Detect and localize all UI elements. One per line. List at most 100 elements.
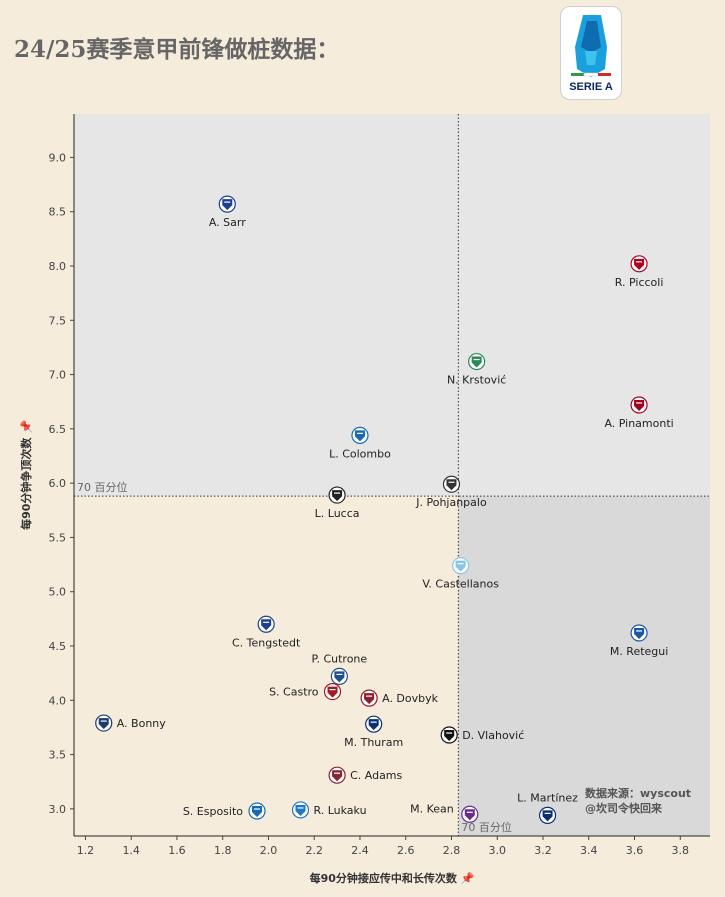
logo-text: SERIE A xyxy=(569,81,613,93)
x-tick-label: 3.8 xyxy=(672,844,690,857)
player-label: M. Thuram xyxy=(344,736,403,749)
source-line-2: @坎司令快回来 xyxy=(585,802,662,815)
x-tick-label: 3.4 xyxy=(580,844,598,857)
y-tick-label: 8.5 xyxy=(49,206,67,219)
y-tick-label: 6.5 xyxy=(49,423,67,436)
x-axis-title: 每90分钟接应传中和长传次数 📌 xyxy=(310,871,475,885)
player-point: R. Lukaku xyxy=(291,801,367,819)
player-label: A. Pinamonti xyxy=(604,417,673,430)
axes: 70 百分位 70 百分位 1.2 1.4 1.6 1.8 2.0 2.2 2.4 2.6 2.8 3… xyxy=(19,114,710,885)
y-tick-label: 9.0 xyxy=(49,151,67,164)
player-label: A. Dovbyk xyxy=(382,692,439,705)
player-point: M. Kean xyxy=(410,802,479,823)
player-point: P. Cutrone xyxy=(312,652,368,686)
player-point: J. Pohjanpalo xyxy=(415,475,487,509)
player-label: V. Castellanos xyxy=(422,578,499,591)
player-label: L. Lucca xyxy=(315,507,360,520)
player-point: C. Tengstedt xyxy=(232,615,301,649)
genoa-icon xyxy=(630,396,648,414)
x-tick-label: 2.4 xyxy=(351,844,369,857)
player-point: L. Martínez xyxy=(517,791,578,824)
parma-icon xyxy=(95,714,113,732)
player-label: P. Cutrone xyxy=(312,652,368,665)
lecce-icon xyxy=(468,352,486,371)
x-tick-label: 1.6 xyxy=(168,844,186,857)
quadrant-bottom-left xyxy=(74,496,459,836)
player-point: S. Castro xyxy=(269,682,342,701)
player-label: C. Tengstedt xyxy=(232,636,301,649)
player-point: A. Pinamonti xyxy=(604,396,674,430)
player-label: C. Adams xyxy=(350,769,402,782)
player-label: R. Piccoli xyxy=(615,276,664,289)
juventus-icon xyxy=(440,726,458,744)
player-label: A. Bonny xyxy=(117,717,167,730)
player-label: M. Retegui xyxy=(610,645,669,658)
player-point: M. Retegui xyxy=(610,624,669,658)
quadrant-top xyxy=(74,114,710,497)
y-tick-label: 7.0 xyxy=(49,369,67,382)
player-point: R. Piccoli xyxy=(615,255,664,289)
udinese-icon xyxy=(328,486,346,504)
serie-a-logo: SERIE A xyxy=(560,6,622,100)
quadrant-bottom-right xyxy=(458,496,710,836)
y-tick-label: 5.0 xyxy=(49,586,67,599)
chart-title: 24/25赛季意甲前锋做桩数据： xyxy=(14,36,340,63)
player-point: L. Lucca xyxy=(315,486,360,520)
x-tick-label: 2.0 xyxy=(260,844,278,857)
player-label: R. Lukaku xyxy=(313,804,366,817)
inter-icon xyxy=(538,806,557,824)
y-tick-label: 3.5 xyxy=(49,749,67,762)
player-point: L. Colombo xyxy=(329,426,391,460)
x-tick-label: 3.2 xyxy=(534,844,552,857)
x-tick-label: 2.2 xyxy=(305,844,323,857)
player-label: L. Colombo xyxy=(329,447,391,460)
y-tick-label: 4.0 xyxy=(49,694,67,707)
player-point: C. Adams xyxy=(328,766,403,784)
bologna-icon xyxy=(323,682,342,701)
player-point: M. Thuram xyxy=(344,715,403,749)
player-label: D. Vlahović xyxy=(462,729,524,742)
x-tick-label: 2.6 xyxy=(397,844,415,857)
x-tick-label: 3.6 xyxy=(626,844,644,857)
player-label: J. Pohjanpalo xyxy=(415,496,487,509)
roma-icon xyxy=(360,689,378,707)
como-icon xyxy=(330,667,348,686)
player-label: L. Martínez xyxy=(517,791,578,804)
x-percentile-label: 70 百分位 xyxy=(461,820,512,834)
napoli-icon xyxy=(291,801,310,819)
serie-a-emblem-icon xyxy=(571,15,611,77)
source-line-1: 数据来源：wyscout xyxy=(585,787,692,800)
player-label: S. Esposito xyxy=(183,805,243,818)
player-point: A. Bonny xyxy=(95,714,167,732)
player-label: M. Kean xyxy=(410,802,454,815)
player-label: A. Sarr xyxy=(209,216,246,229)
player-point: D. Vlahović xyxy=(440,726,524,744)
x-tick-label: 1.8 xyxy=(214,844,232,857)
y-tick-label: 4.5 xyxy=(49,640,67,653)
lazio-icon xyxy=(452,557,470,575)
hellas-verona-icon xyxy=(257,615,275,633)
venezia-icon xyxy=(442,475,461,493)
inter-icon xyxy=(365,715,383,733)
quadrant-backgrounds xyxy=(74,114,710,836)
x-tick-label: 1.2 xyxy=(77,844,95,857)
y-tick-label: 5.5 xyxy=(49,531,67,544)
atalanta-icon xyxy=(630,624,648,642)
hellas-verona-icon xyxy=(218,195,236,213)
x-tick-label: 3.0 xyxy=(488,844,506,857)
data-source-note: 数据来源：wyscout @坎司令快回来 xyxy=(585,786,691,816)
y-tick-label: 3.0 xyxy=(49,803,67,816)
y-axis-title: 每90分钟争顶次数 📌 xyxy=(19,420,33,530)
player-label: N. Krstović xyxy=(447,374,506,387)
x-tick-label: 1.4 xyxy=(122,844,140,857)
player-label: S. Castro xyxy=(269,686,319,699)
empoli-icon xyxy=(351,426,369,444)
player-point: A. Sarr xyxy=(209,195,246,229)
y-percentile-label: 70 百分位 xyxy=(77,480,128,494)
player-point: A. Dovbyk xyxy=(360,689,439,707)
fiorentina-icon xyxy=(461,805,479,823)
player-point: V. Castellanos xyxy=(422,557,499,591)
player-point: N. Krstović xyxy=(447,352,506,387)
empoli-icon xyxy=(248,802,266,820)
